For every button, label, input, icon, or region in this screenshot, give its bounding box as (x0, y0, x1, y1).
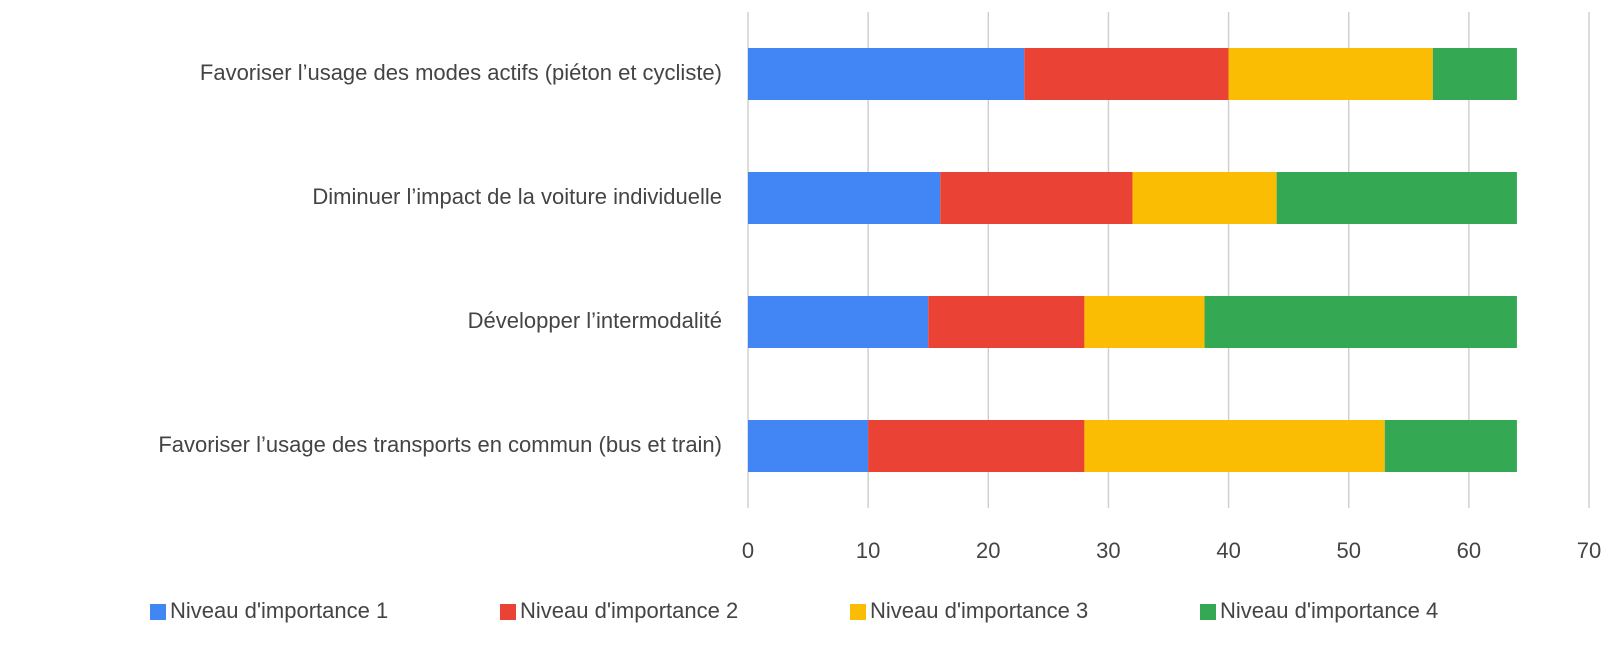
x-tick-label: 40 (1216, 538, 1240, 563)
bar-segment (1132, 172, 1277, 224)
legend-label: Niveau d'importance 4 (1220, 598, 1438, 623)
bar-segment (1432, 48, 1517, 100)
legend-label: Niveau d'importance 1 (170, 598, 388, 623)
legend-swatch (850, 604, 866, 620)
x-tick-label: 30 (1096, 538, 1120, 563)
bar-segment (1084, 420, 1385, 472)
y-tick-label: Favoriser l’usage des transports en comm… (158, 432, 722, 457)
bar-segment (1276, 172, 1517, 224)
bar-segment (1228, 48, 1433, 100)
legend-label: Niveau d'importance 3 (870, 598, 1088, 623)
legend-swatch (150, 604, 166, 620)
x-tick-label: 50 (1336, 538, 1360, 563)
bar-segment (1204, 296, 1517, 348)
bar-segment (1384, 420, 1517, 472)
bar-segment (748, 420, 869, 472)
x-tick-label: 70 (1577, 538, 1601, 563)
y-tick-label: Favoriser l’usage des modes actifs (piét… (200, 60, 722, 85)
x-tick-label: 20 (976, 538, 1000, 563)
legend-swatch (1200, 604, 1216, 620)
x-tick-label: 0 (742, 538, 754, 563)
bar-segment (748, 48, 1025, 100)
x-tick-label: 60 (1457, 538, 1481, 563)
y-tick-label: Développer l’intermodalité (468, 308, 722, 333)
y-tick-label: Diminuer l’impact de la voiture individu… (312, 184, 722, 209)
bar-segment (748, 172, 941, 224)
legend-swatch (500, 604, 516, 620)
bar-segment (868, 420, 1085, 472)
bar-segment (1024, 48, 1229, 100)
x-tick-label: 10 (856, 538, 880, 563)
bar-segment (928, 296, 1085, 348)
bar-segment (1084, 296, 1205, 348)
bar-segment (940, 172, 1133, 224)
legend-label: Niveau d'importance 2 (520, 598, 738, 623)
bar-segment (748, 296, 929, 348)
